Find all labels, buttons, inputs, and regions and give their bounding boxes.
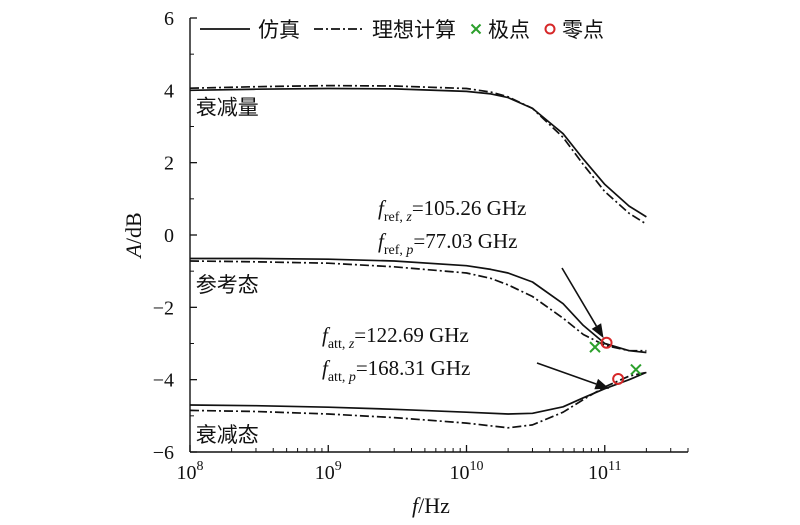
legend-swatch-pole [470,23,482,35]
annotation-ref-line: fref, p=77.03 GHz [378,229,517,258]
series-line-ideal [189,84,647,225]
pole-marker-stroke [589,341,601,353]
series-line-ideal [189,371,647,429]
y-tick-label: −4 [153,370,174,392]
annotation-att-line: fatt, p=168.31 GHz [322,356,470,385]
x-axis-title: f/Hz [412,493,450,518]
x-tick-label: 1010 [450,459,484,484]
y-axis-title: A/dB [121,212,146,259]
legend-swatch-pole-stroke [470,23,482,35]
legend-label-zero: 零点 [562,18,604,42]
x-tick-label: 1011 [588,459,621,484]
annotation-arrow-ref [561,267,598,327]
annotation-ref-line: fref, z=105.26 GHz [378,196,526,225]
y-tick-label: 2 [164,153,174,175]
annotation-arrow-att [536,362,597,385]
annotation-att-line: fatt, z=122.69 GHz [322,323,469,352]
annotation-arrowhead-att [594,378,610,390]
y-tick-label: 4 [164,80,174,102]
pole-marker [589,341,601,353]
legend: 仿真 理想计算 极点 零点 [200,18,604,42]
annotation-arrowhead-ref [591,323,604,339]
pole-marker-stroke [630,363,642,376]
series-line-sim [189,371,647,415]
y-tick-label: 6 [164,8,174,30]
y-tick-label: 0 [164,225,174,247]
x-tick-label: 109 [315,459,342,484]
zero-marker [612,372,625,385]
pole-marker [630,363,642,376]
legend-label-ideal: 理想计算 [372,18,456,42]
curve-label: 衰减量 [196,96,259,120]
x-tick-label: 108 [177,459,204,484]
series-line-sim [190,257,647,354]
legend-swatch-zero [544,23,556,35]
series-line-ideal [189,260,647,352]
y-tick-label: −2 [153,297,174,319]
curve-label: 衰减态 [196,423,259,447]
legend-label-pole: 极点 [488,18,530,42]
zero-marker [600,336,613,349]
curve-label: 参考态 [196,273,259,297]
legend-label-sim: 仿真 [258,18,300,42]
y-tick-label: −6 [153,442,174,464]
